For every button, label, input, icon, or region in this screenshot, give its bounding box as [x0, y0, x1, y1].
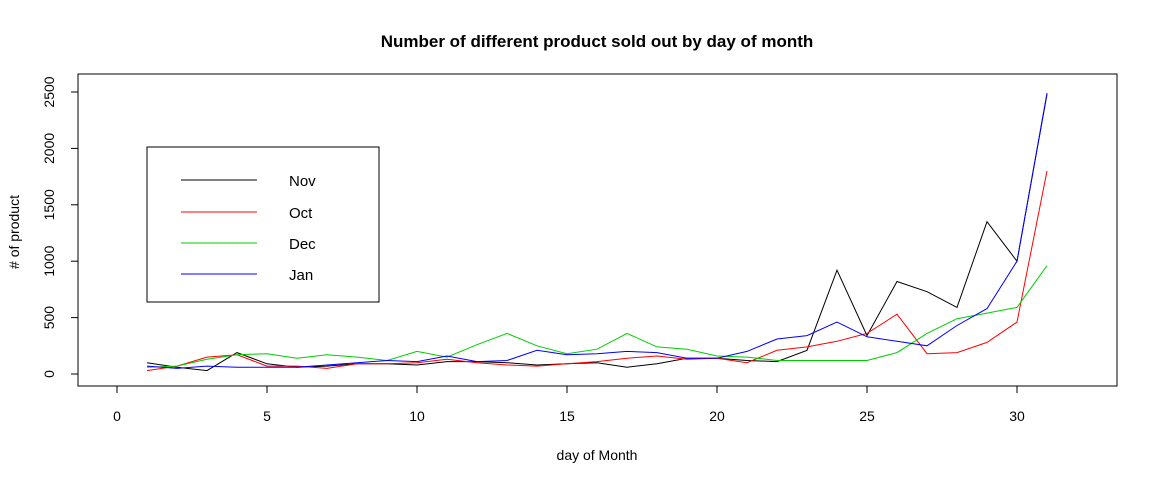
x-tick-label: 10	[409, 408, 425, 424]
x-tick-label: 15	[559, 408, 575, 424]
y-axis-label: # of product	[6, 195, 22, 269]
y-tick-label: 2000	[41, 133, 57, 164]
x-tick-label: 5	[263, 408, 271, 424]
legend-label-dec: Dec	[289, 236, 316, 253]
x-tick-label: 20	[709, 408, 725, 424]
x-axis-label: day of Month	[557, 447, 638, 463]
y-tick-label: 2500	[41, 76, 57, 107]
legend-label-nov: Nov	[289, 173, 316, 190]
legend: Nov Oct Dec Jan	[146, 146, 380, 303]
chart-title: Number of different product sold out by …	[381, 32, 814, 51]
y-axis: 0 500 1000 1500 2000 2500	[41, 76, 79, 378]
y-tick-label: 1500	[41, 189, 57, 220]
x-tick-label: 0	[113, 408, 121, 424]
y-tick-label: 1000	[41, 245, 57, 276]
x-tick-label: 30	[1009, 408, 1025, 424]
series-line-oct	[146, 170, 1048, 372]
series-line-dec	[146, 265, 1048, 368]
x-axis: 0 5 10 15 20 25 30	[113, 385, 1025, 424]
y-tick-label: 500	[41, 306, 57, 330]
x-tick-label: 25	[859, 408, 875, 424]
y-tick-label: 0	[41, 370, 57, 378]
legend-frame	[146, 146, 380, 303]
series-line-jan	[146, 93, 1048, 369]
series-lines	[146, 93, 1048, 372]
legend-label-jan: Jan	[289, 267, 313, 284]
legend-label-oct: Oct	[289, 205, 313, 222]
